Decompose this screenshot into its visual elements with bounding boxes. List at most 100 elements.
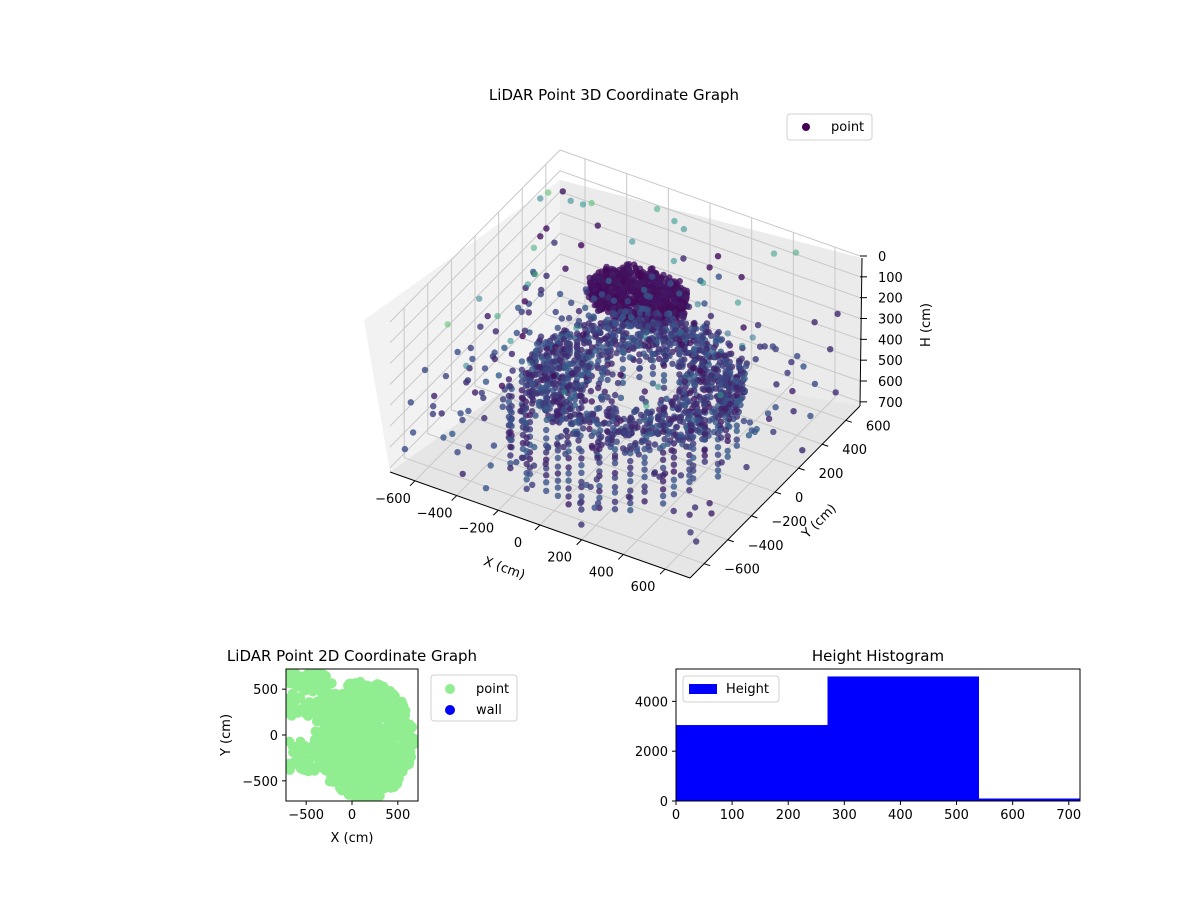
x-tick-label-hist: 400 [888, 808, 913, 823]
point-3d [660, 422, 667, 429]
point-3d [556, 399, 563, 407]
point-3d [691, 373, 698, 380]
x-tick-label-2d: −500 [288, 808, 324, 823]
point-3d [531, 443, 538, 451]
point-3d [722, 360, 729, 368]
point-3d [609, 431, 616, 438]
pane-left [364, 180, 560, 472]
point-3d [519, 395, 527, 402]
point-3d [596, 404, 603, 412]
point-3d [718, 459, 725, 466]
x-tick [659, 568, 666, 575]
point-3d [564, 339, 572, 347]
point-3d [654, 315, 661, 322]
point-3d [518, 358, 526, 365]
point-3d [714, 473, 722, 480]
point-3d [543, 426, 550, 434]
z-tick-label: 700 [878, 396, 903, 411]
point-3d [746, 419, 754, 426]
point-3d [643, 292, 650, 299]
x-tick-label: 200 [547, 551, 572, 566]
point-3d [669, 360, 676, 367]
point-2d [347, 681, 358, 692]
point-3d [454, 348, 461, 356]
y-tick-label-2d: 500 [253, 683, 278, 698]
point-3d [772, 345, 779, 353]
point-3d [507, 428, 514, 436]
point-3d [694, 408, 701, 415]
point-3d [608, 398, 615, 405]
y-tick [798, 467, 805, 471]
point-3d [609, 404, 617, 411]
point-3d [653, 422, 660, 430]
point-2d [357, 776, 368, 787]
point-3d [677, 302, 684, 309]
point-3d [513, 329, 520, 337]
point-3d [656, 406, 663, 413]
point-3d [553, 417, 560, 425]
point-3d [688, 427, 695, 435]
point-3d [611, 483, 619, 491]
point-2d [347, 690, 358, 701]
z-axis-label: H (cm) [919, 303, 934, 347]
point-3d [773, 381, 780, 388]
point-3d [703, 320, 711, 327]
point-3d [788, 358, 795, 366]
point-3d [701, 447, 708, 454]
point-3d [549, 334, 557, 341]
point-3d [596, 459, 603, 466]
point-3d [490, 442, 498, 449]
point-3d [811, 319, 818, 326]
point-3d [549, 387, 557, 394]
point-2d [346, 766, 356, 777]
point-3d [641, 333, 648, 341]
point-3d [421, 366, 429, 374]
point-3d [678, 375, 685, 382]
point-3d [604, 316, 611, 323]
y-tick-label-hist: 4000 [635, 695, 668, 710]
point-3d [605, 277, 612, 285]
point-3d [585, 349, 592, 356]
point-3d [573, 324, 580, 332]
point-3d [552, 343, 559, 351]
point-3d [639, 305, 646, 312]
point-2d [312, 669, 322, 680]
point-3d [641, 445, 648, 453]
point-3d [595, 384, 602, 392]
point-3d [575, 317, 583, 325]
point-3d [667, 290, 674, 297]
point-3d [636, 342, 643, 349]
point-3d [561, 389, 568, 396]
point-2d [388, 771, 399, 782]
point-3d [724, 453, 731, 460]
point-3d [748, 427, 755, 434]
point-3d [717, 427, 724, 434]
point-3d [662, 352, 669, 359]
point-2d [330, 737, 341, 748]
point-3d [543, 375, 551, 382]
point-3d [604, 340, 611, 348]
legend-3d-marker [802, 123, 810, 131]
point-3d [753, 425, 760, 433]
point-3d [721, 352, 728, 359]
point-3d [724, 437, 731, 445]
point-2d [373, 791, 384, 801]
point-3d [659, 464, 667, 472]
point-2d [295, 742, 306, 752]
point-3d [604, 376, 611, 384]
point-3d [508, 393, 515, 400]
point-3d [703, 329, 710, 336]
point-3d [734, 299, 742, 306]
point-2d [388, 749, 399, 760]
point-3d [554, 454, 562, 462]
point-3d [575, 366, 582, 373]
point-3d [811, 380, 819, 388]
point-3d [659, 492, 667, 500]
point-3d [682, 408, 689, 415]
point-3d [657, 400, 664, 407]
point-3d [739, 385, 747, 393]
point-3d [617, 394, 625, 401]
point-3d [670, 507, 677, 515]
histogram-bar [827, 676, 979, 801]
point-3d [670, 491, 678, 498]
